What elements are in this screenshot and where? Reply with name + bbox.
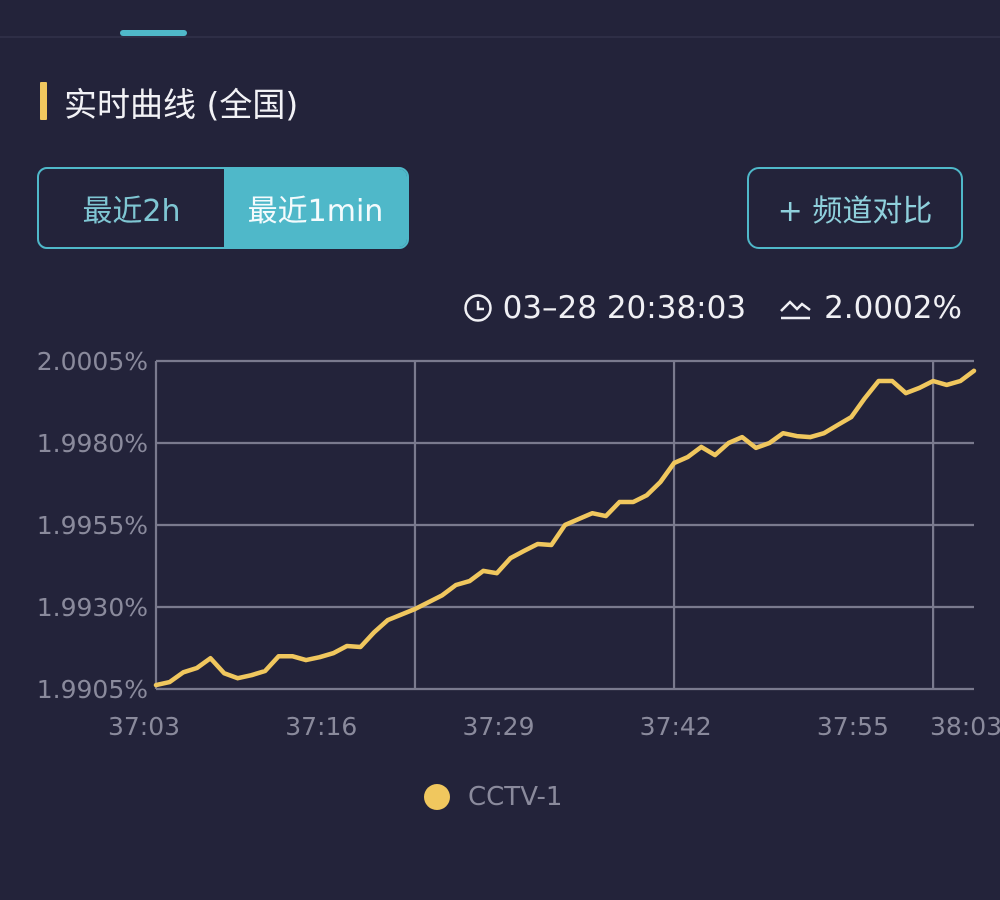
readout-value: 2.0002% [824, 290, 962, 326]
x-tick-label: 38:03 [930, 712, 1000, 741]
title-accent-bar [40, 82, 47, 120]
x-tick-label: 37:55 [817, 712, 889, 741]
x-tick-label: 37:03 [108, 712, 180, 741]
range-tab-1min[interactable]: 最近1min [224, 169, 407, 247]
channel-compare-button[interactable]: + 频道对比 [747, 167, 963, 249]
readout-time: 03–28 20:38:03 [502, 290, 747, 326]
y-tick-label: 1.9980% [37, 429, 148, 458]
y-tick-label: 1.9955% [37, 511, 148, 540]
trend-line-icon [780, 300, 811, 320]
x-tick-label: 37:42 [640, 712, 712, 741]
series-layer [153, 368, 977, 688]
legend-marker-cctv1 [424, 784, 450, 810]
y-tick-label: 1.9930% [37, 593, 148, 622]
chart-grid [154, 359, 974, 691]
series-line-cctv1 [153, 368, 977, 688]
active-tab-indicator [120, 30, 187, 36]
y-axis-ticks: 2.0005% 1.9980% 1.9955% 1.9930% 1.9905% [37, 347, 148, 704]
y-tick-label: 2.0005% [37, 347, 148, 376]
line-chart: 2.0005% 1.9980% 1.9955% 1.9930% 1.9905% 37:0… [37, 347, 1000, 741]
header-divider [0, 36, 1000, 38]
x-tick-label: 37:16 [285, 712, 357, 741]
legend-label-cctv1[interactable]: CCTV-1 [468, 782, 563, 812]
section-title: 实时曲线 (全国) [64, 85, 299, 124]
y-tick-label: 1.9905% [37, 675, 148, 704]
current-readout: 03–28 20:38:03 2.0002% [463, 290, 962, 326]
x-axis-ticks: 37:03 37:16 37:29 37:42 37:55 38:03 [108, 712, 1000, 741]
range-tab-2h[interactable]: 最近2h [82, 194, 181, 229]
x-tick-label: 37:29 [462, 712, 534, 741]
range-segmented-control: 最近2h 最近1min [37, 167, 409, 249]
clock-icon [463, 294, 492, 322]
chart-legend: CCTV-1 [424, 782, 562, 812]
